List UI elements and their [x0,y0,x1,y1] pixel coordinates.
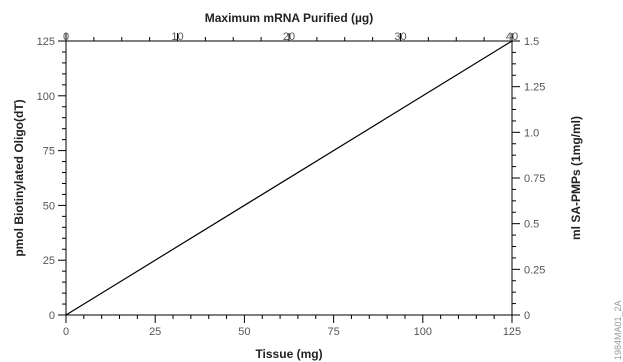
right-tick-label: 0.5 [524,219,539,231]
y-tick-label: 50 [43,200,55,212]
top-axis: 0 10 20 30 40 [63,31,518,43]
top-axis-title: Maximum mRNA Purified (µg) [205,11,373,25]
top-tick-label: 40 [506,31,518,43]
right-tick-label: 0.75 [524,173,545,185]
y-tick-label: 125 [37,36,55,48]
y-tick-label: 0 [49,310,55,322]
x-tick-label: 0 [63,326,69,338]
x-axis-title: Tissue (mg) [255,347,322,361]
right-axis-title: ml SA-PMPs (1mg/ml) [569,116,583,240]
right-tick-label: 0.25 [524,264,545,276]
y-tick-label: 100 [37,91,55,103]
figure-code: 1984MA01_2A [613,300,623,360]
series-line [65,40,513,316]
right-tick-label: 1.5 [524,36,539,48]
top-tick-label: 20 [283,31,295,43]
top-tick-label: 0 [63,31,69,43]
x-tick-label: 25 [149,326,161,338]
series-group [65,40,513,316]
right-tick-label: 1.0 [524,127,539,139]
bottom-axis: 0 25 50 75 100 125 [63,315,521,338]
y-tick-label: 25 [43,255,55,267]
right-tick-label: 1.25 [524,82,545,94]
x-tick-label: 100 [414,326,432,338]
y-tick-label: 75 [43,146,55,158]
top-tick-label: 30 [394,31,406,43]
x-tick-label: 125 [503,326,521,338]
right-axis: 0 0.25 0.5 0.75 1.0 1.25 1.5 [512,36,545,322]
x-tick-label: 75 [327,326,339,338]
x-tick-label: 50 [238,326,250,338]
top-tick-label: 10 [171,31,183,43]
left-axis: 0 25 50 75 100 125 [37,36,66,322]
right-tick-label: 0 [524,310,530,322]
y-axis-title: pmol Biotinylated Oligo(dT) [12,99,26,256]
